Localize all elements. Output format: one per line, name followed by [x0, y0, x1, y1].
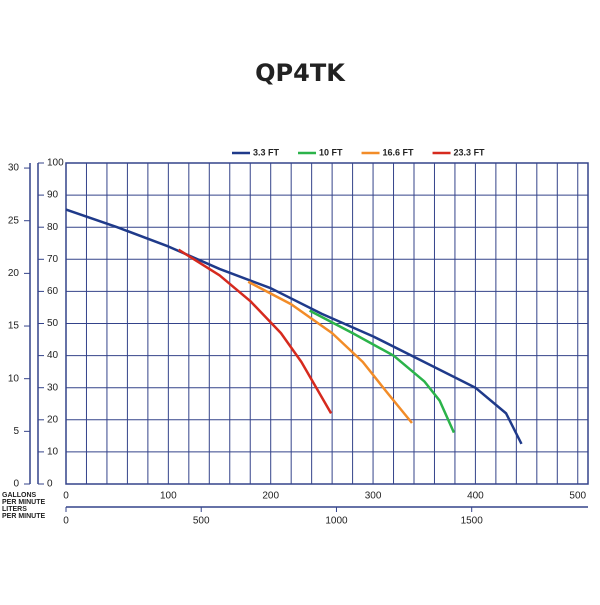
x-tick-label: 500 — [569, 491, 586, 502]
y-tick-label: 30 — [47, 382, 59, 393]
series-line — [247, 280, 413, 424]
series-line — [309, 309, 456, 434]
y2-tick-label: 10 — [8, 373, 20, 384]
y-tick-label: 10 — [47, 447, 59, 458]
x2-tick-label: 500 — [193, 516, 210, 527]
y-tick-label: 40 — [47, 350, 59, 361]
x2-tick-label: 1500 — [461, 516, 484, 527]
y2-tick-label: 15 — [8, 321, 20, 332]
y-tick-label: 60 — [47, 286, 59, 297]
y-tick-label: 20 — [47, 414, 59, 425]
series-line — [65, 208, 523, 445]
x2-axis-label: LITERS — [2, 506, 27, 513]
y2-tick-label: 25 — [8, 215, 20, 226]
x-axis-label: PER MINUTE — [2, 499, 46, 506]
series-line — [177, 248, 333, 415]
y-tick-label: 80 — [47, 222, 59, 233]
chart-title: QP4TK — [255, 59, 346, 87]
x2-axis-label: PER MINUTE — [2, 513, 46, 520]
x-tick-label: 200 — [262, 491, 279, 502]
x-axis-label: GALLONS — [2, 492, 37, 499]
legend-label: 10 FT — [319, 147, 343, 157]
legend-label: 3.3 FT — [253, 147, 280, 157]
y2-tick-label: 5 — [13, 426, 19, 437]
y-tick-label: 0 — [47, 479, 53, 490]
y2-tick-label: 30 — [8, 163, 20, 174]
legend-label: 16.6 FT — [383, 147, 415, 157]
y-tick-label: 90 — [47, 190, 59, 201]
y-tick-label: 70 — [47, 254, 59, 265]
y2-tick-label: 0 — [13, 479, 19, 490]
legend: 3.3 FT 10 FT 16.6 FT 23.3 FT — [232, 147, 485, 157]
x2-tick-label: 0 — [63, 516, 69, 527]
x-tick-label: 0 — [63, 491, 69, 502]
y2-tick-label: 20 — [8, 268, 20, 279]
x-tick-label: 100 — [160, 491, 177, 502]
legend-label: 23.3 FT — [454, 147, 486, 157]
y-tick-label: 100 — [47, 158, 64, 169]
x-tick-label: 400 — [467, 491, 484, 502]
y-tick-label: 50 — [47, 318, 59, 329]
plot-frame — [65, 162, 589, 485]
x2-tick-label: 1000 — [325, 516, 348, 527]
x-tick-label: 300 — [365, 491, 382, 502]
